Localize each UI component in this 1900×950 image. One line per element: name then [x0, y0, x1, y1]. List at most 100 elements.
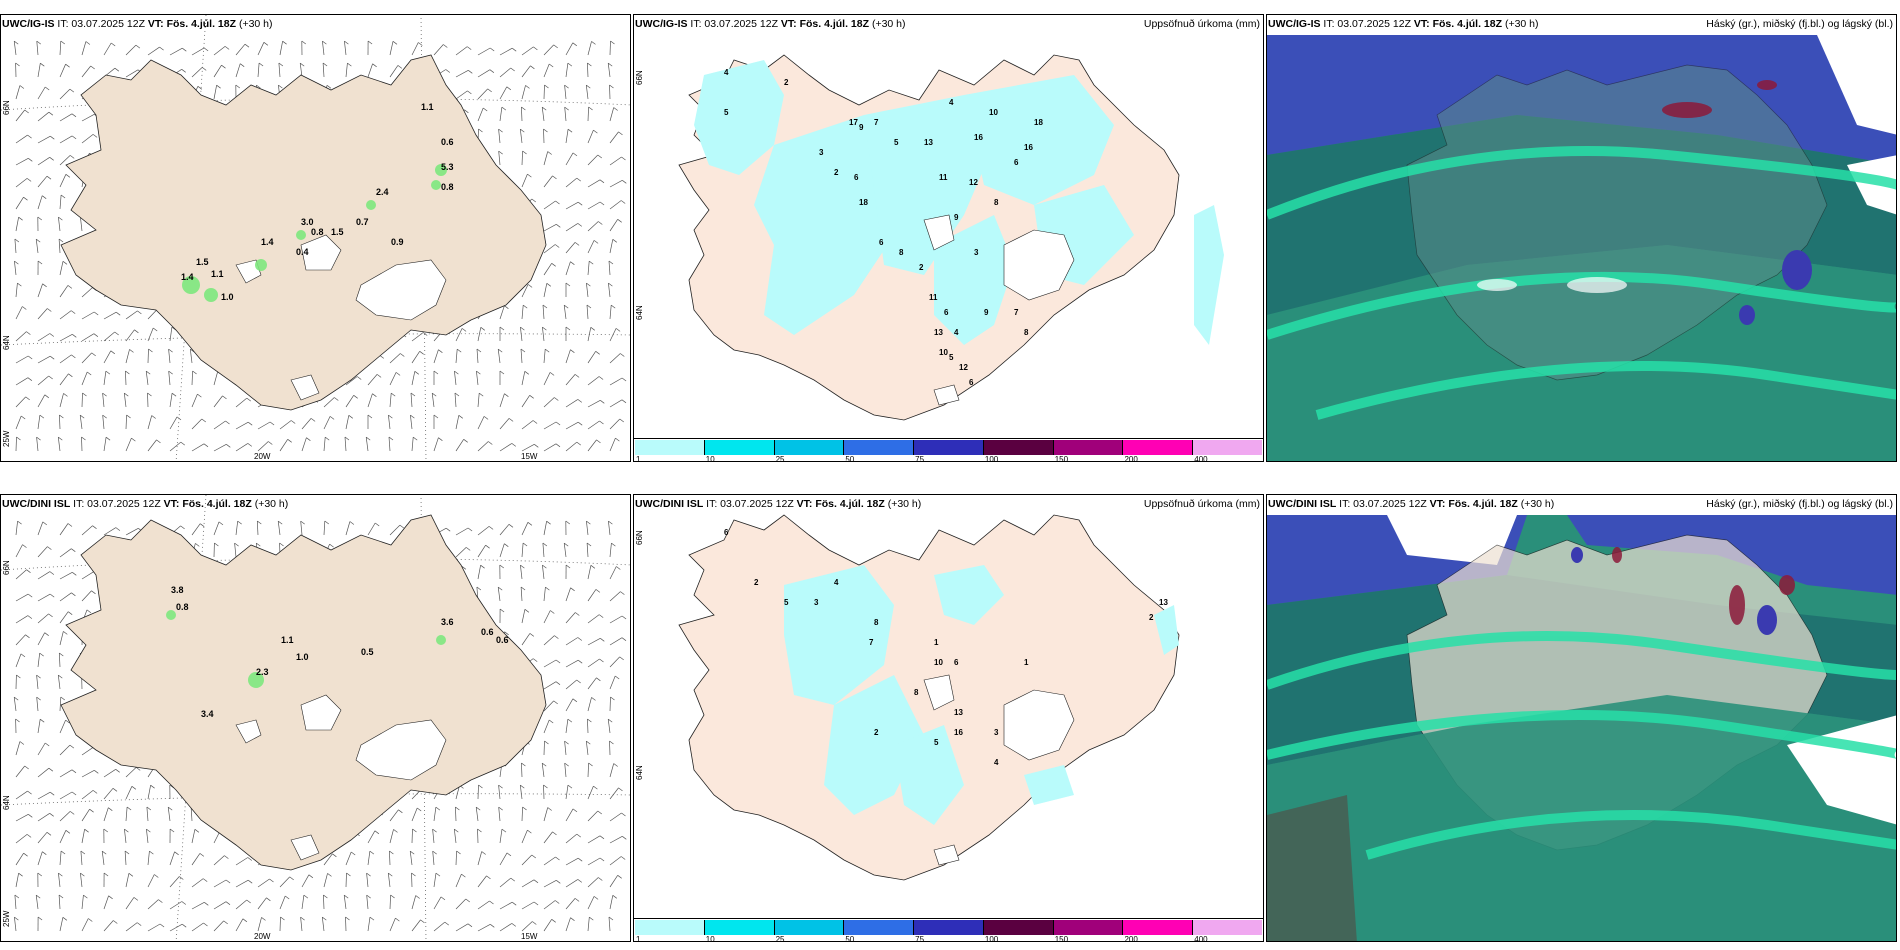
wind-barb-feather [467, 90, 472, 95]
wind-barb [213, 420, 226, 430]
wind-barb [345, 376, 358, 386]
wind-barb [37, 63, 41, 78]
wind-barb-feather [575, 612, 580, 616]
wind-barb-feather [613, 107, 618, 111]
precip-value-label: 10 [934, 658, 943, 667]
wind-barb-feather [520, 586, 526, 591]
wind-barb [521, 106, 523, 122]
wind-barb-feather [612, 239, 618, 243]
panel-dini-clouds: UWC/DINI ISL IT: 03.07.2025 12Z VT: Fös.… [1266, 494, 1897, 942]
wind-barb [521, 542, 524, 558]
wind-barb-feather [533, 46, 538, 51]
wind-barb-feather [135, 767, 141, 771]
wind-barb [59, 414, 61, 430]
wind-barb [609, 131, 619, 144]
wind-barb [587, 399, 601, 408]
wind-barb [57, 437, 61, 452]
precip-value-label: 7 [869, 638, 874, 647]
wind-barb-feather [390, 392, 396, 397]
colorbar-box: 75 [914, 440, 984, 461]
colorbar-box: 200 [1123, 920, 1194, 941]
wind-barb-feather [572, 808, 578, 813]
wind-barb [389, 829, 394, 844]
wind-barb-feather [224, 46, 230, 50]
wind-barb [565, 201, 579, 210]
wind-barb-feather [510, 67, 515, 72]
wind-barb-feather [577, 857, 583, 862]
wind-barb-feather [59, 414, 64, 419]
wind-barb [455, 547, 467, 558]
wind-barb [147, 392, 149, 408]
wind-barb [59, 830, 67, 844]
wind-barb-feather [520, 784, 525, 789]
colorbar-tick: 200 [1124, 455, 1138, 462]
wind-barb [543, 659, 557, 668]
wind-barb [59, 64, 66, 78]
wind-barb [15, 790, 28, 800]
precip-value-label: 18 [859, 198, 868, 207]
wind-barb-feather [105, 436, 111, 441]
wind-barb [499, 829, 503, 844]
wind-barb-feather [82, 392, 87, 397]
wind-barb-feather [532, 420, 538, 424]
wind-barb-feather [563, 304, 569, 309]
wind-barb-feather [531, 854, 537, 859]
wind-barb-feather [86, 371, 92, 376]
wind-barb [36, 697, 39, 712]
wind-barb [168, 371, 171, 386]
wind-barb-feather [555, 421, 561, 426]
wind-barb [59, 285, 69, 298]
wind-barb-feather [616, 566, 621, 570]
wind-barb-feather [532, 658, 538, 662]
wind-barb [433, 437, 439, 452]
wind-barb [563, 305, 567, 320]
wind-barb-feather [58, 674, 63, 679]
wind-barb [15, 109, 25, 122]
wind-barb-feather [546, 520, 551, 525]
wind-barb [521, 854, 533, 866]
wind-barb-feather [37, 216, 43, 221]
wind-barb-feather [488, 441, 493, 445]
wind-barb [499, 852, 508, 866]
glaciers [235, 234, 447, 401]
precip-value-label: 0.8 [441, 182, 454, 192]
wind-barb-feather [39, 718, 45, 723]
wind-barb [498, 129, 501, 144]
wind-barb [499, 524, 510, 536]
wind-barb-feather [16, 674, 21, 679]
wind-barb [543, 681, 557, 690]
lat-label-64n: 64N [635, 765, 644, 780]
colorbar-box: 50 [844, 440, 915, 461]
wind-barb [587, 106, 589, 122]
wind-barb-feather [410, 392, 416, 397]
wind-barb-feather [621, 637, 627, 641]
wind-barb [213, 901, 227, 910]
precip-value-label: 12 [969, 178, 978, 187]
wind-barb [543, 349, 546, 364]
colorbar-box: 100 [983, 920, 1054, 941]
wind-barb [125, 370, 127, 386]
wind-barb-feather [126, 806, 132, 811]
wind-barb-feather [465, 547, 471, 551]
wind-barb-feather [621, 615, 627, 620]
wind-barb-feather [58, 894, 64, 899]
wind-barb [587, 857, 601, 866]
wind-barb-feather [620, 856, 626, 860]
wind-barb-feather [332, 853, 337, 858]
wind-barb [257, 42, 265, 56]
wind-barb-feather [85, 41, 91, 45]
wind-barb [59, 40, 62, 56]
wind-barb-feather [567, 128, 573, 133]
wind-barb-feather [388, 436, 394, 441]
wind-barb-feather [553, 700, 558, 705]
wind-barb-feather [478, 784, 483, 789]
colorbar-box: 50 [844, 920, 915, 941]
precip-value-label: 1.1 [211, 269, 224, 279]
wind-barb-feather [524, 371, 530, 375]
wind-barb [367, 63, 373, 78]
wind-barb-feather [329, 416, 335, 420]
wind-barb-feather [456, 348, 462, 353]
wind-barb [585, 741, 589, 756]
wind-barb-feather [586, 520, 591, 525]
precip-value-label: 3.8 [171, 585, 184, 595]
